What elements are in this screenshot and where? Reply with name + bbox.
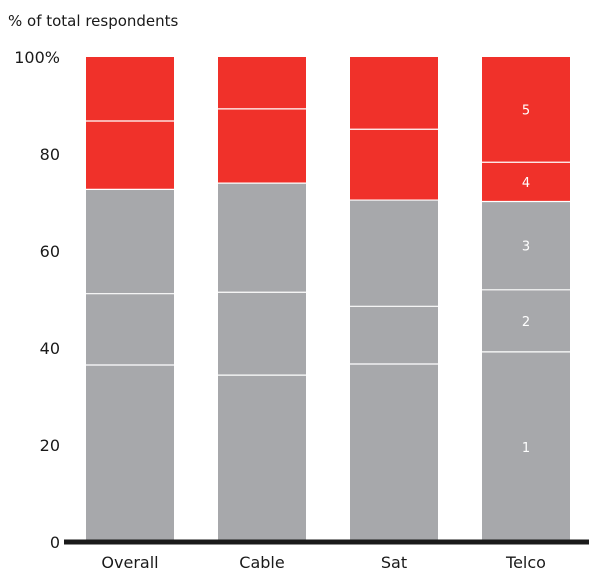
bar-segment (350, 200, 438, 307)
bar-segment (218, 375, 306, 542)
bar-segment (218, 57, 306, 109)
bar-segment (86, 364, 174, 542)
bar-segment (482, 57, 570, 163)
y-tick-label: 100% (14, 48, 60, 67)
bar-segment (86, 189, 174, 294)
y-tick-label: 40 (40, 339, 60, 358)
x-tick-label: Cable (239, 553, 284, 572)
bar-segment (218, 183, 306, 293)
bar-segment (86, 57, 174, 122)
bar-segment (482, 289, 570, 352)
x-axis: Overall Cable Sat Telco (101, 553, 546, 572)
bar-segment (482, 201, 570, 290)
bar-segment (350, 129, 438, 201)
y-tick-label: 80 (40, 145, 60, 164)
x-tick-label: Sat (381, 553, 407, 572)
y-axis-label: % of total respondents (8, 12, 179, 30)
segment-label: 4 (522, 176, 530, 191)
y-tick-label: 60 (40, 242, 60, 261)
bar-segment (482, 351, 570, 542)
bar-segment (86, 293, 174, 365)
bar-segment (218, 292, 306, 376)
bars: 1 2 3 4 5 (86, 57, 570, 542)
y-tick-label: 20 (40, 436, 60, 455)
segment-label: 1 (522, 441, 530, 456)
bar-segment (86, 121, 174, 190)
y-tick-label: 0 (50, 533, 60, 552)
bar-segment (350, 364, 438, 542)
bar-segment (350, 306, 438, 365)
bar-segment (482, 162, 570, 202)
segment-label: 3 (522, 240, 530, 255)
bar-segment (350, 57, 438, 130)
x-tick-label: Overall (101, 553, 158, 572)
x-tick-label: Telco (505, 553, 546, 572)
segment-label: 5 (522, 104, 530, 119)
bar-segment (218, 108, 306, 184)
y-axis: 0 20 40 60 80 100% (14, 48, 60, 552)
segment-label: 2 (522, 315, 530, 330)
